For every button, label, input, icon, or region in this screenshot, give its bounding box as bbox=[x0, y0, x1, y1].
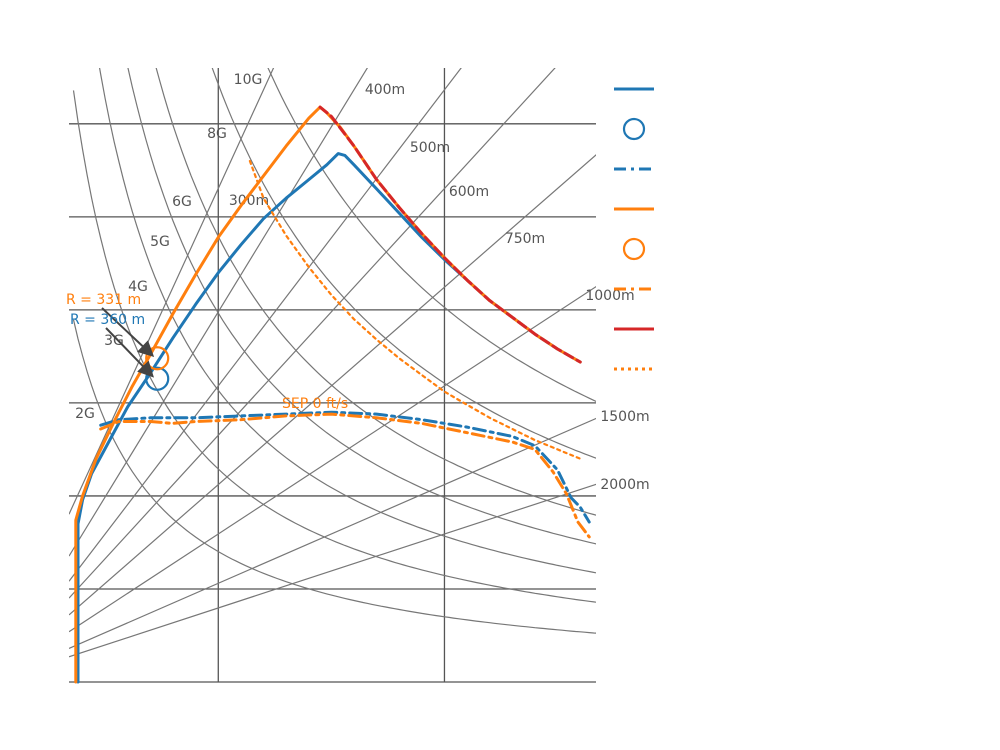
legend-item: mirage_milan_2 - Min Turn Radius bbox=[622, 237, 883, 261]
series-line bbox=[99, 410, 591, 524]
g-load-label: 10G bbox=[234, 72, 263, 88]
radius-label: 1500m bbox=[600, 409, 649, 425]
g-load-line bbox=[127, 68, 596, 545]
iso-lines-clipped bbox=[69, 68, 596, 658]
y-tick-label: 10 bbox=[46, 489, 61, 503]
radius-line bbox=[69, 68, 556, 599]
radius-label: 600m bbox=[449, 184, 489, 200]
grid-layer: 500 1000 0 5 10 15 20 25 30 bbox=[46, 68, 596, 707]
y-tick-label: 5 bbox=[53, 582, 61, 596]
series-line bbox=[318, 105, 582, 364]
radius-label: 400m bbox=[365, 82, 405, 98]
g-load-label: 6G bbox=[172, 194, 192, 210]
g-load-label: 8G bbox=[207, 126, 227, 142]
g-load-line bbox=[72, 319, 596, 634]
radius-line bbox=[69, 154, 596, 616]
radius-label: 750m bbox=[505, 231, 545, 247]
radius-line bbox=[69, 483, 596, 658]
y-axis-label: Turn Rate (deg/s) bbox=[2, 311, 20, 441]
radius-line bbox=[69, 285, 596, 633]
legend-label: mirage_milan_2 - CLmax bbox=[664, 203, 825, 218]
legend-label: mirage_milan_2 - Min Turn Radius bbox=[664, 243, 883, 258]
y-tick-label: 15 bbox=[46, 396, 61, 410]
g-load-line bbox=[72, 90, 596, 603]
radius-label: 1000m bbox=[585, 288, 634, 304]
legend-label: mirage_milan_1, mirage_milan_2 - VNE bbox=[664, 323, 918, 338]
radius-label: 2000m bbox=[600, 477, 649, 493]
iso-lines-layer: 2G 3G 4G 5G 6G 8G 10G 300m 400m 500m 600m 750m 1000m… bbox=[69, 68, 650, 658]
annotation-label: SEP 0 ft/s bbox=[282, 396, 348, 412]
series-line bbox=[99, 412, 591, 539]
legend-marker bbox=[622, 237, 646, 261]
y-tick-label: 25 bbox=[46, 210, 61, 224]
y-tick-label: 30 bbox=[46, 117, 61, 131]
legend-item: mirage_milan_2 - CLmax bbox=[614, 203, 825, 218]
legend-item: mirage_milan_1, mirage_milan_2 - VNE bbox=[614, 323, 918, 338]
legend-item: mirage_milan_1 - Min Turn Radius bbox=[622, 117, 883, 141]
series-layer bbox=[74, 105, 591, 684]
g-load-line bbox=[98, 68, 596, 574]
annotation-label: R = 331 m bbox=[66, 292, 141, 308]
legend-item: mirage_milan_1 - CLmax bbox=[614, 83, 825, 98]
chart-title: Turn Performance bbox=[411, 14, 588, 38]
radius-line bbox=[69, 68, 462, 582]
y-tick-label: 0 bbox=[53, 675, 61, 689]
legend-item: Max sustainable rate on ace crew (7.5G) bbox=[614, 363, 928, 378]
min-turn-radius-marker bbox=[145, 346, 170, 371]
legend-label: mirage_milan_1 - CLmax bbox=[664, 83, 825, 98]
legend-marker bbox=[622, 117, 646, 141]
g-load-label: 3G bbox=[104, 333, 124, 349]
g-load-line bbox=[211, 68, 596, 459]
legend-label: SEP 0 ft/s - mirage_milan_1 bbox=[664, 163, 842, 178]
series-line bbox=[248, 159, 582, 460]
legend-label: mirage_milan_1 - Min Turn Radius bbox=[664, 123, 883, 138]
legend-label: Max sustainable rate on ace crew (7.5G) bbox=[664, 363, 928, 378]
legend: mirage_milan_1 - CLmax mirage_milan_1 - M… bbox=[614, 83, 928, 378]
g-load-line bbox=[155, 68, 596, 516]
radius-line bbox=[69, 417, 596, 649]
radius-line bbox=[69, 68, 368, 557]
annotation-arrow bbox=[105, 327, 154, 378]
legend-item: SEP 0 ft/s - mirage_milan_2 bbox=[614, 283, 842, 298]
g-load-label: 2G bbox=[75, 406, 95, 422]
min-turn-radius-marker bbox=[145, 366, 170, 391]
series-line bbox=[74, 105, 582, 684]
y-tick-label: 20 bbox=[46, 303, 61, 317]
annotation-arrow bbox=[101, 307, 155, 357]
g-load-label: 4G bbox=[128, 279, 148, 295]
annotation-label: R = 360 m bbox=[70, 312, 145, 328]
legend-label: SEP 0 ft/s - mirage_milan_2 bbox=[664, 283, 842, 298]
annotations-layer: R = 331 m R = 360 m SEP 0 ft/s bbox=[66, 292, 348, 412]
radius-line bbox=[69, 68, 275, 515]
g-load-label: 5G bbox=[150, 234, 170, 250]
radius-label: 300m bbox=[229, 193, 269, 209]
legend-item: SEP 0 ft/s - mirage_milan_1 bbox=[614, 163, 842, 178]
x-tick-label: 1000 bbox=[429, 693, 460, 707]
x-tick-label: 500 bbox=[207, 693, 230, 707]
g-load-line bbox=[267, 68, 596, 403]
radius-label: 500m bbox=[410, 140, 450, 156]
x-axis-label: Speed (km/h) bbox=[281, 729, 382, 747]
